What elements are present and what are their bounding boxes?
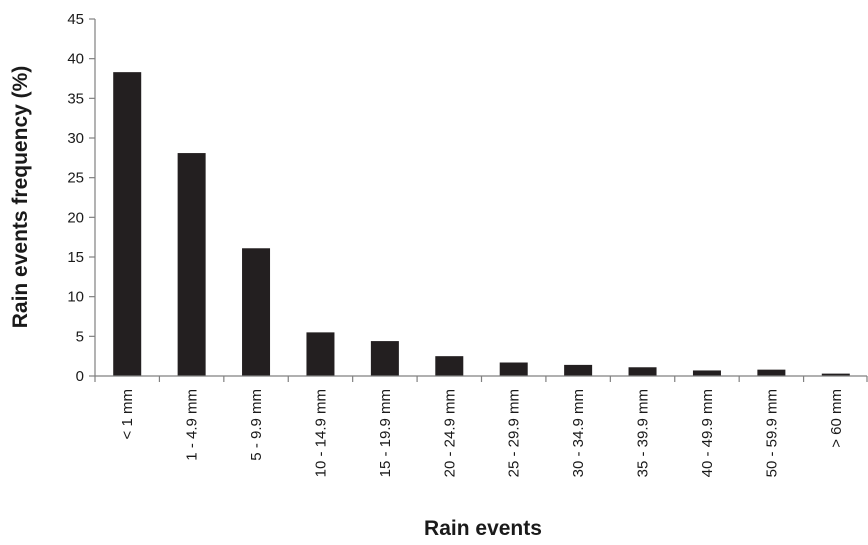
x-tick-label-3: 10 - 14.9 mm [312, 389, 329, 477]
bar-9 [692, 370, 721, 376]
x-tick-label-11: > 60 mm [828, 389, 845, 448]
x-axis-title: Rain events [424, 517, 542, 540]
y-tick-label-0: 0 [76, 368, 84, 385]
bar-6 [499, 362, 528, 376]
x-tick-label-2: 5 - 9.9 mm [248, 389, 265, 461]
x-tick-label-6: 25 - 29.9 mm [506, 389, 523, 477]
y-tick-label-7: 35 [67, 90, 84, 107]
bar-4 [370, 341, 399, 376]
bar-8 [628, 367, 657, 376]
x-tick-label-8: 35 - 39.9 mm [635, 389, 652, 477]
x-tick-label-5: 20 - 24.9 mm [441, 389, 458, 477]
bar-11 [821, 373, 850, 376]
y-tick-label-2: 10 [67, 289, 84, 306]
x-tick-label-9: 40 - 49.9 mm [699, 389, 716, 477]
bar-2 [242, 248, 271, 376]
axes-layer [89, 18, 868, 382]
bars-layer [113, 72, 850, 377]
y-tick-label-8: 40 [67, 51, 84, 68]
x-tick-label-4: 15 - 19.9 mm [377, 389, 394, 477]
y-tick-label-4: 20 [67, 209, 84, 226]
y-tick-label-9: 45 [67, 11, 84, 28]
bar-1 [177, 153, 206, 376]
x-tick-label-10: 50 - 59.9 mm [763, 389, 780, 477]
bar-0 [113, 72, 142, 377]
bar-10 [757, 369, 786, 376]
x-tick-label-1: 1 - 4.9 mm [184, 389, 201, 461]
labels-layer: 0 5 10 15 20 25 30 35 40 45 < 1 mm 1 - 4.9 mm 5 - 9.… [67, 11, 844, 477]
y-axis-title: Rain events frequency (%) [9, 66, 32, 329]
x-tick-label-0: < 1 mm [119, 389, 136, 439]
y-tick-label-6: 30 [67, 130, 84, 147]
y-tick-label-5: 25 [67, 170, 84, 187]
bar-3 [306, 332, 335, 376]
bar-7 [564, 364, 593, 376]
x-tick-label-7: 30 - 34.9 mm [570, 389, 587, 477]
bar-5 [435, 356, 464, 376]
y-tick-label-3: 15 [67, 249, 84, 266]
y-tick-label-1: 5 [76, 328, 84, 345]
